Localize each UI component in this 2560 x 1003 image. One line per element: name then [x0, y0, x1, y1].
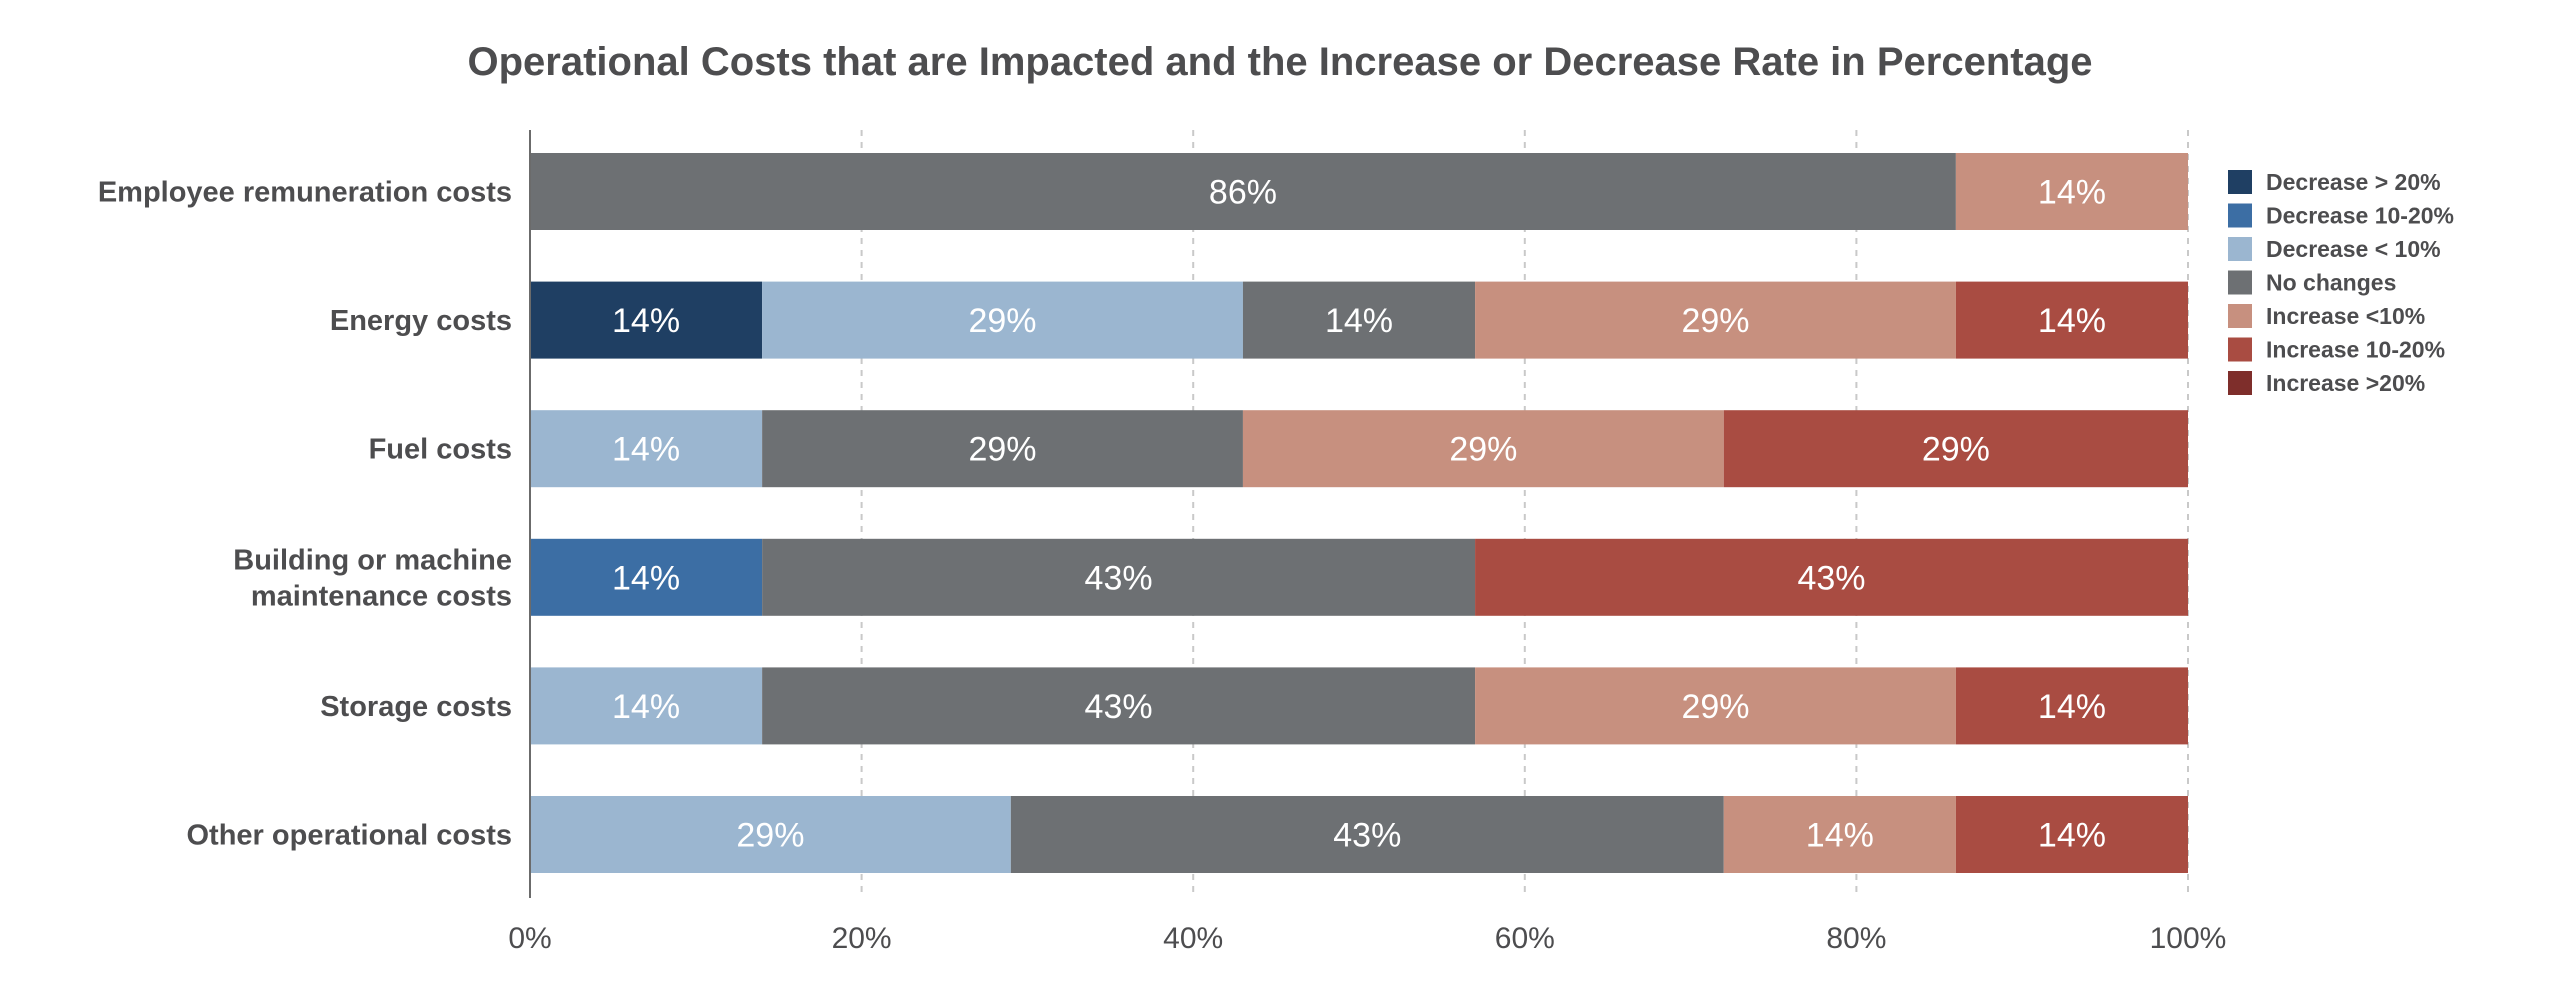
gridlines: [860, 130, 2189, 898]
data-label: 14%: [1806, 817, 1874, 855]
bar-segment: [530, 667, 763, 745]
bars: 86% 14% 14% 29% 14% 29% 14% 14% 29% 29% 29% 14% 43% 4…: [530, 153, 2188, 873]
bar-segment: [762, 410, 1243, 488]
data-label: 29%: [968, 302, 1036, 340]
bar-segment: [1955, 667, 2188, 745]
data-label: 29%: [968, 431, 1036, 469]
data-label: 43%: [1333, 817, 1401, 855]
legend-label: Increase >20%: [2266, 370, 2425, 396]
x-tick-label: 80%: [1826, 922, 1886, 955]
data-label: 29%: [1681, 688, 1749, 726]
bar-segment: [1955, 281, 2188, 359]
bar-segment: [1475, 538, 2188, 616]
bar-segment: [1242, 281, 1476, 359]
data-label: 43%: [1797, 559, 1865, 597]
bar-segment: [530, 796, 1011, 873]
bar-segment: [1955, 796, 2188, 873]
bar-segment: [1475, 667, 1956, 745]
x-tick-label: 60%: [1495, 922, 1555, 955]
x-tick-label: 40%: [1163, 922, 1223, 955]
x-tick-label: 100%: [2150, 922, 2227, 955]
bar-segment: [1723, 796, 1956, 873]
legend-swatch: [2228, 304, 2252, 328]
category-label: Employee remuneration costs: [98, 177, 512, 209]
bar-segment: [530, 410, 763, 488]
data-label: 14%: [2038, 302, 2106, 340]
category-label: maintenance costs: [251, 580, 512, 612]
legend-swatch: [2228, 237, 2252, 261]
category-label: Other operational costs: [186, 820, 512, 852]
category-label: Storage costs: [320, 691, 512, 723]
bar-segment: [762, 667, 1476, 745]
bar-segment: [530, 153, 1956, 230]
bar-segment: [530, 281, 763, 359]
axes: 0% 20% 40% 60% 80% 100% Employee remuneration …: [98, 130, 2227, 955]
data-label: 29%: [1681, 302, 1749, 340]
data-label: 14%: [1325, 302, 1393, 340]
category-label: Building or machine: [233, 544, 512, 576]
data-label: 29%: [1449, 431, 1517, 469]
data-label: 14%: [612, 431, 680, 469]
x-tick-label: 0%: [508, 922, 551, 955]
data-label: 14%: [2038, 174, 2106, 212]
data-label: 29%: [736, 817, 804, 855]
legend-swatch: [2228, 170, 2252, 194]
data-label: 14%: [612, 302, 680, 340]
x-tick-label: 20%: [832, 922, 892, 955]
chart-title: Operational Costs that are Impacted and …: [467, 40, 2092, 84]
legend-label: Increase 10-20%: [2266, 337, 2445, 363]
bar-segment: [762, 538, 1476, 616]
bar-segment: [1242, 410, 1724, 488]
legend-swatch: [2228, 270, 2252, 295]
legend-swatch: [2228, 371, 2252, 395]
bar-segment: [530, 538, 763, 616]
legend-label: Decrease > 20%: [2266, 169, 2441, 195]
legend-label: Decrease < 10%: [2266, 236, 2441, 262]
bar-segment: [762, 281, 1243, 359]
bar-segment: [1010, 796, 1724, 873]
legend-label: No changes: [2266, 270, 2396, 296]
bar-segment: [1475, 281, 1956, 359]
data-label: 43%: [1085, 688, 1153, 726]
legend-label: Decrease 10-20%: [2266, 203, 2454, 229]
category-label: Fuel costs: [369, 434, 512, 466]
legend: Decrease > 20% Decrease 10-20% Decrease < …: [2228, 169, 2454, 396]
bar-segment: [1723, 410, 2188, 488]
data-label: 14%: [612, 688, 680, 726]
legend-swatch: [2228, 203, 2252, 228]
category-label: Energy costs: [330, 305, 512, 337]
data-label: 14%: [2038, 688, 2106, 726]
data-label: 14%: [2038, 817, 2106, 855]
bar-segment: [1955, 153, 2188, 230]
legend-label: Increase <10%: [2266, 303, 2425, 329]
data-label: 29%: [1922, 431, 1990, 469]
legend-swatch: [2228, 337, 2252, 362]
data-label: 14%: [612, 559, 680, 597]
data-label: 43%: [1085, 559, 1153, 597]
data-label: 86%: [1209, 174, 1277, 212]
